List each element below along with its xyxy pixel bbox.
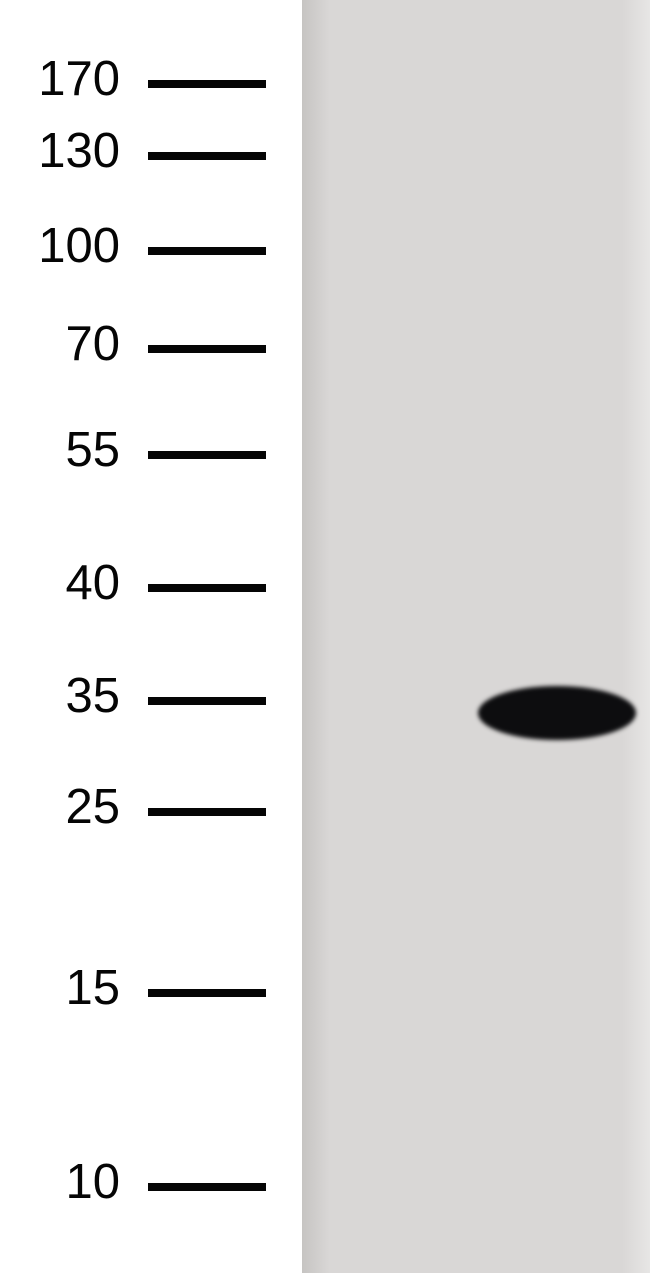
ladder-label: 25 [6, 783, 120, 832]
ladder-tick [148, 80, 266, 88]
ladder-tick [148, 808, 266, 816]
ladder-tick [148, 697, 266, 705]
ladder-label: 100 [6, 222, 120, 271]
ladder-tick [148, 584, 266, 592]
ladder-label: 10 [6, 1158, 120, 1207]
ladder-label: 70 [6, 320, 120, 369]
blot-band [478, 686, 636, 740]
ladder-label: 170 [6, 55, 120, 104]
ladder-tick [148, 247, 266, 255]
ladder-tick [148, 345, 266, 353]
ladder-label: 35 [6, 672, 120, 721]
ladder-label: 15 [6, 964, 120, 1013]
blot-membrane [302, 0, 650, 1273]
ladder-tick [148, 451, 266, 459]
ladder-label: 40 [6, 559, 120, 608]
ladder-tick [148, 989, 266, 997]
ladder-label: 130 [6, 127, 120, 176]
ladder-tick [148, 1183, 266, 1191]
ladder-area: 170 130 100 70 55 40 35 25 15 10 [0, 0, 300, 1273]
ladder-tick [148, 152, 266, 160]
ladder-label: 55 [6, 426, 120, 475]
western-blot-figure: 170 130 100 70 55 40 35 25 15 10 [0, 0, 650, 1273]
